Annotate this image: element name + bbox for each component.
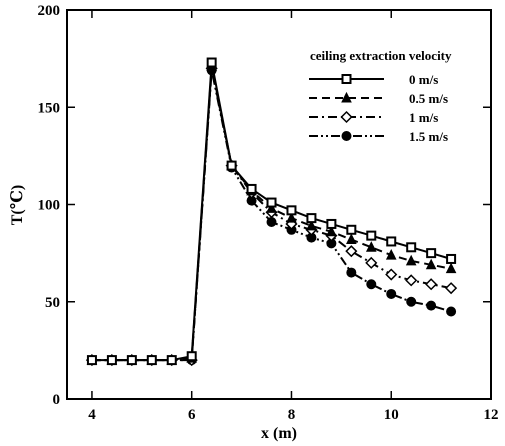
data-point <box>306 219 317 231</box>
x-tick-label: 10 <box>384 407 399 423</box>
series-1 <box>86 60 457 365</box>
data-point <box>346 267 357 278</box>
y-axis-title: T(℃) <box>9 185 26 226</box>
data-point <box>366 230 377 241</box>
legend-label: 0.5 m/s <box>409 91 448 106</box>
data-point <box>425 258 437 270</box>
data-point <box>405 274 418 287</box>
y-tick-label: 0 <box>53 392 61 408</box>
y-tick-label: 200 <box>38 3 61 19</box>
data-point <box>266 197 277 208</box>
data-point <box>126 355 137 366</box>
series-layer <box>85 57 458 367</box>
data-point <box>346 233 357 245</box>
data-point <box>326 225 337 237</box>
x-axis-title: x (m) <box>261 425 297 442</box>
data-point <box>286 205 297 216</box>
data-point <box>406 296 417 307</box>
legend: ceiling extraction velocity 0 m/s 0.5 m/s… <box>309 48 452 144</box>
data-point <box>186 351 197 362</box>
legend-label: 0 m/s <box>409 72 438 87</box>
data-point <box>345 245 358 258</box>
data-point <box>266 217 277 228</box>
y-tick-label: 50 <box>45 295 60 311</box>
data-point <box>425 278 438 291</box>
data-point <box>340 110 353 124</box>
data-point <box>386 236 397 247</box>
series-0 <box>86 57 457 366</box>
x-tick-label: 12 <box>484 407 499 423</box>
data-point <box>341 74 352 84</box>
series-2 <box>85 62 458 367</box>
data-point <box>226 160 237 171</box>
data-point <box>146 355 157 366</box>
x-tick-label: 6 <box>188 407 196 423</box>
data-point <box>385 268 398 281</box>
data-point <box>445 262 457 274</box>
data-point <box>106 355 117 366</box>
data-point <box>266 202 277 213</box>
legend-label: 1 m/s <box>409 110 438 125</box>
data-point <box>341 91 352 103</box>
data-point <box>365 256 378 269</box>
data-point <box>406 242 417 253</box>
data-point <box>426 300 437 311</box>
data-point <box>445 282 458 295</box>
axis-ticks: 4 6 8 10 12 0 50 100 150 200 <box>38 3 499 423</box>
data-point <box>326 218 337 229</box>
data-point <box>385 248 397 260</box>
data-point <box>426 248 437 259</box>
data-point <box>306 213 317 224</box>
data-point <box>206 57 217 68</box>
data-point <box>246 183 257 194</box>
data-point <box>341 131 352 141</box>
data-point <box>366 279 377 290</box>
data-point <box>386 288 397 299</box>
data-point <box>405 254 417 266</box>
data-point <box>346 224 357 235</box>
data-point <box>166 355 177 366</box>
data-point <box>446 253 457 264</box>
legend-label: 1.5 m/s <box>409 129 448 144</box>
data-point <box>365 241 377 252</box>
legend-title: ceiling extraction velocity <box>310 48 452 63</box>
x-tick-label: 8 <box>288 407 296 423</box>
x-tick-label: 4 <box>88 407 96 423</box>
y-tick-label: 100 <box>38 198 61 214</box>
y-tick-label: 150 <box>38 100 61 116</box>
data-point <box>446 306 457 317</box>
data-point <box>86 355 97 366</box>
data-point <box>286 211 297 223</box>
